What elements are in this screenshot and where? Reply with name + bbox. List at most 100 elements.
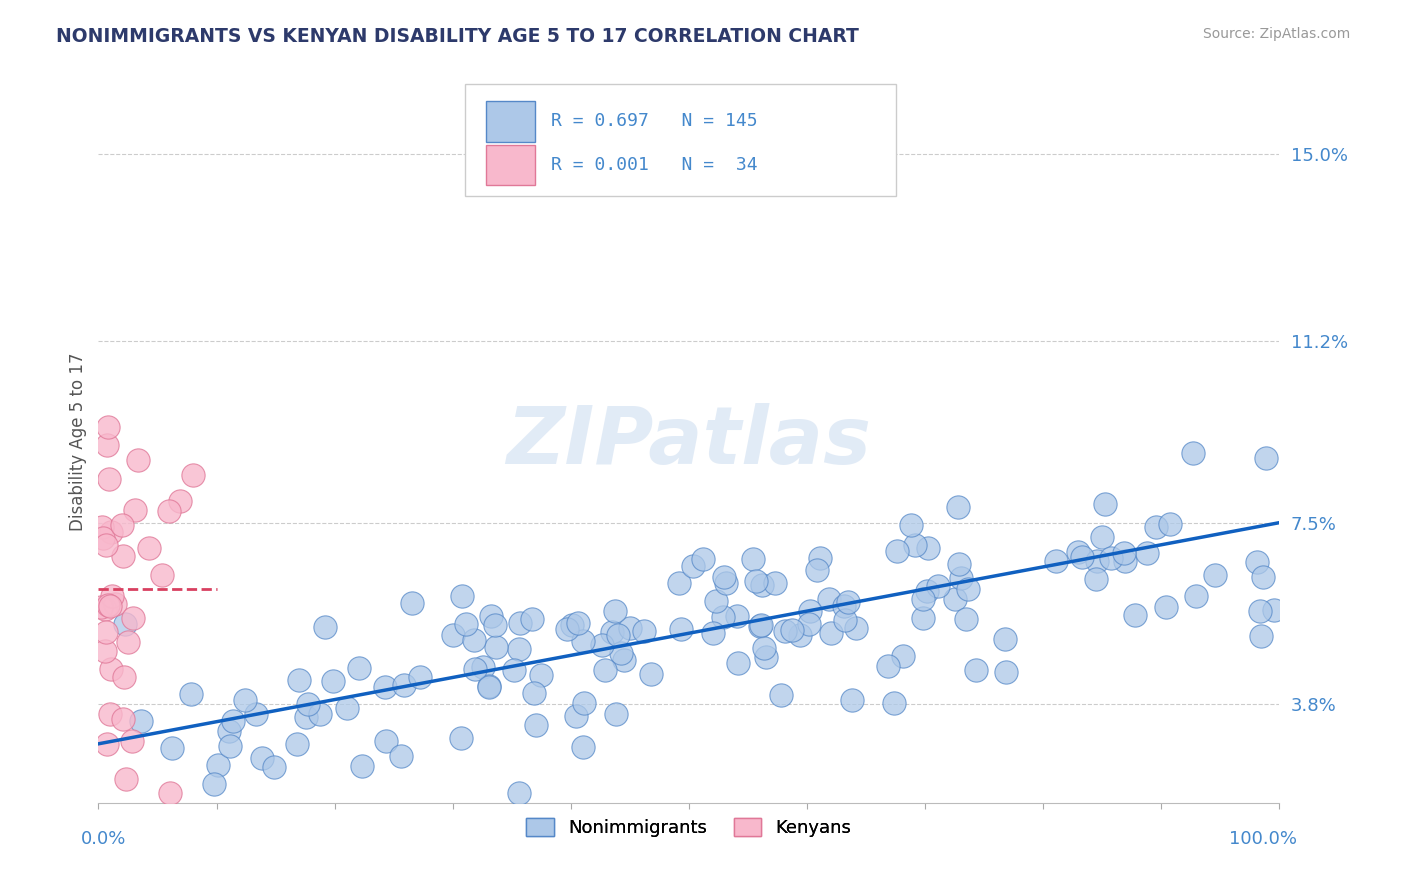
Point <box>1045 553 1067 567</box>
Point <box>668 575 690 590</box>
Point <box>104 598 127 612</box>
Point <box>591 638 613 652</box>
Point <box>389 748 412 763</box>
Point <box>948 557 970 571</box>
Point <box>1154 600 1177 615</box>
Text: R = 0.697   N = 145: R = 0.697 N = 145 <box>551 112 758 130</box>
Point <box>557 623 579 637</box>
Point <box>949 571 972 585</box>
Point <box>401 596 423 610</box>
Point <box>752 641 775 656</box>
Legend: Nonimmigrants, Kenyans: Nonimmigrants, Kenyans <box>519 811 859 845</box>
Point <box>138 541 160 555</box>
Point <box>463 633 485 648</box>
Point <box>911 611 934 625</box>
Point <box>955 611 977 625</box>
Point <box>1067 545 1090 559</box>
Point <box>593 663 616 677</box>
Point <box>806 563 828 577</box>
FancyBboxPatch shape <box>486 145 536 185</box>
Point <box>704 594 727 608</box>
Point <box>713 570 735 584</box>
Point <box>1091 530 1114 544</box>
Point <box>773 624 796 639</box>
Point <box>180 687 202 701</box>
Point <box>169 494 191 508</box>
Point <box>572 633 595 648</box>
Point <box>464 662 486 676</box>
Point <box>1263 602 1285 616</box>
Point <box>114 772 136 787</box>
Point <box>834 614 856 628</box>
Point <box>245 706 267 721</box>
Point <box>222 714 245 729</box>
Point <box>295 710 318 724</box>
Point <box>749 619 772 633</box>
Point <box>263 760 285 774</box>
Point <box>162 741 184 756</box>
Point <box>820 626 842 640</box>
Point <box>150 567 173 582</box>
Point <box>994 632 1017 647</box>
Point <box>314 620 336 634</box>
Text: NONIMMIGRANTS VS KENYAN DISABILITY AGE 5 TO 17 CORRELATION CHART: NONIMMIGRANTS VS KENYAN DISABILITY AGE 5… <box>56 27 859 45</box>
Point <box>392 678 415 692</box>
Point <box>741 551 763 566</box>
Point <box>508 786 530 800</box>
Point <box>98 707 121 722</box>
Point <box>479 609 502 624</box>
Point <box>250 751 273 765</box>
Point <box>567 615 589 630</box>
Text: 0.0%: 0.0% <box>80 830 127 847</box>
Point <box>900 517 922 532</box>
Point <box>101 589 124 603</box>
Point <box>957 582 980 597</box>
Point <box>714 575 737 590</box>
Point <box>114 616 136 631</box>
Point <box>117 635 139 649</box>
Point <box>571 739 593 754</box>
Point <box>451 589 474 603</box>
Point <box>374 680 396 694</box>
Point <box>110 517 132 532</box>
Point <box>845 621 868 635</box>
Point <box>129 714 152 728</box>
Point <box>725 609 748 624</box>
Point <box>943 591 966 606</box>
Point <box>524 717 547 731</box>
Point <box>1085 573 1108 587</box>
Point <box>1249 604 1271 618</box>
Point <box>797 616 820 631</box>
Point <box>751 618 773 632</box>
Point <box>702 625 724 640</box>
Point <box>600 625 623 640</box>
Point <box>640 666 662 681</box>
Point <box>755 650 778 665</box>
Point <box>96 737 118 751</box>
Point <box>948 500 970 514</box>
Point <box>561 618 583 632</box>
Point <box>336 700 359 714</box>
Point <box>886 543 908 558</box>
Point <box>454 616 477 631</box>
Point <box>763 576 786 591</box>
Point <box>285 737 308 751</box>
Point <box>503 663 526 677</box>
Point <box>530 668 553 682</box>
Point <box>441 628 464 642</box>
Point <box>111 549 134 563</box>
Point <box>96 438 118 452</box>
Point <box>917 541 939 555</box>
Text: R = 0.001   N =  34: R = 0.001 N = 34 <box>551 156 758 174</box>
Point <box>1246 555 1268 569</box>
Point <box>409 670 432 684</box>
Point <box>818 592 841 607</box>
Point <box>669 622 692 636</box>
Point <box>219 739 242 754</box>
Point <box>1114 554 1136 568</box>
Point <box>478 679 501 693</box>
Point <box>1070 550 1092 565</box>
Point <box>745 574 768 588</box>
FancyBboxPatch shape <box>464 84 896 196</box>
Point <box>1114 546 1136 560</box>
